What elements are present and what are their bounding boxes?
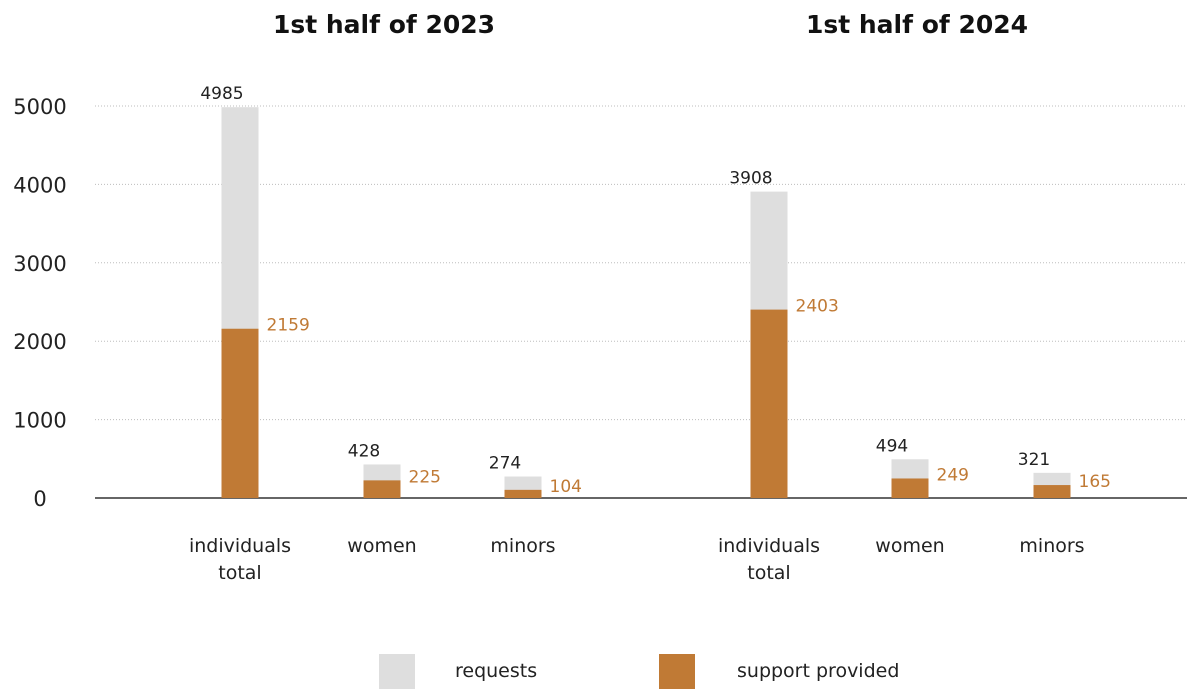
category-label: minors <box>490 535 555 557</box>
requests-value-label: 4985 <box>200 84 243 104</box>
panel-title: 1st half of 2024 <box>806 10 1028 39</box>
legend-swatch-support <box>659 654 695 689</box>
category-label: total <box>747 562 790 584</box>
panel-title: 1st half of 2023 <box>273 10 495 39</box>
category-label: women <box>347 535 416 557</box>
requests-value-label: 428 <box>348 441 380 461</box>
support-bar <box>750 309 788 498</box>
support-value-label: 2403 <box>796 297 839 317</box>
support-bar <box>891 478 929 498</box>
legend-label-support: support provided <box>737 660 899 682</box>
y-tick-label: 3000 <box>13 252 66 276</box>
category-label: total <box>218 562 261 584</box>
requests-value-label: 3908 <box>729 169 772 189</box>
legend-label-requests: requests <box>455 660 537 682</box>
requests-value-label: 274 <box>489 454 521 474</box>
legend-swatch-requests <box>379 654 415 689</box>
support-value-label: 165 <box>1079 472 1111 492</box>
support-bar <box>504 489 542 498</box>
support-bar <box>1033 485 1071 498</box>
category-label: minors <box>1019 535 1084 557</box>
support-value-label: 2159 <box>267 316 310 336</box>
y-tick-label: 2000 <box>13 330 66 354</box>
support-bar <box>221 328 259 498</box>
category-label: individuals <box>189 535 291 557</box>
y-tick-label: 1000 <box>13 409 66 433</box>
y-tick-label: 5000 <box>13 95 66 119</box>
y-tick-label: 0 <box>33 487 46 511</box>
category-label: individuals <box>718 535 820 557</box>
requests-value-label: 321 <box>1018 450 1050 470</box>
support-bar <box>363 480 401 498</box>
support-value-label: 104 <box>550 477 582 497</box>
category-label: women <box>875 535 944 557</box>
y-tick-label: 4000 <box>13 173 66 197</box>
support-value-label: 225 <box>409 467 441 487</box>
support-value-label: 249 <box>937 465 969 485</box>
requests-value-label: 494 <box>876 436 908 456</box>
